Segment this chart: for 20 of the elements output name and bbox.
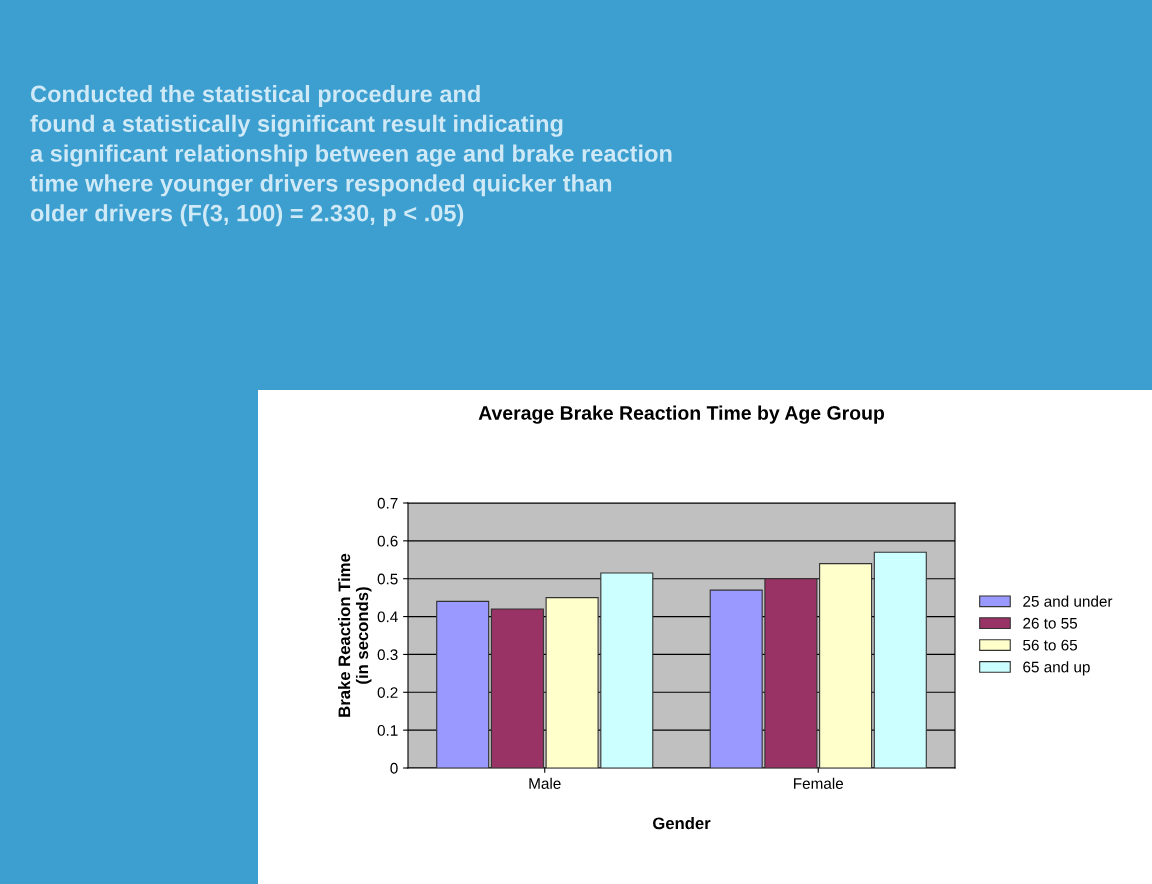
x-axis-title: Gender — [653, 816, 711, 830]
y-tick-label: 0.7 — [377, 497, 398, 509]
legend-label: 25 and under — [1023, 595, 1113, 607]
y-tick-label: 0.6 — [377, 535, 398, 547]
bar — [873, 551, 927, 768]
y-tick-label: 0 — [390, 762, 398, 774]
y-tick-label: 0.2 — [377, 687, 398, 698]
x-tick-label: Female — [794, 777, 844, 789]
y-tick-label: 0.1 — [377, 725, 398, 736]
y-tick-label: 0.5 — [377, 573, 398, 585]
chart-title: Average Brake Reaction Time by Age Group — [478, 405, 885, 424]
x-tick-label: Male — [529, 777, 561, 789]
legend-label: 56 to 65 — [1023, 639, 1078, 651]
y-tick-label: 0.3 — [377, 649, 398, 661]
bar — [436, 600, 490, 768]
legend-label: 26 to 55 — [1023, 617, 1078, 629]
text: Conducted the statistical procedure and found a statistically significant result indicating a significant relationship between age and brake reaction time where younger drivers responded quicker than older drivers (F(3, 100) = 2.330, p < .05) — [30, 85, 672, 227]
legend-label: 65 and up — [1023, 661, 1090, 676]
y-tick-label: 0.4 — [377, 611, 398, 623]
y-axis-title: Brake Reaction Time (in seconds) — [338, 553, 372, 717]
